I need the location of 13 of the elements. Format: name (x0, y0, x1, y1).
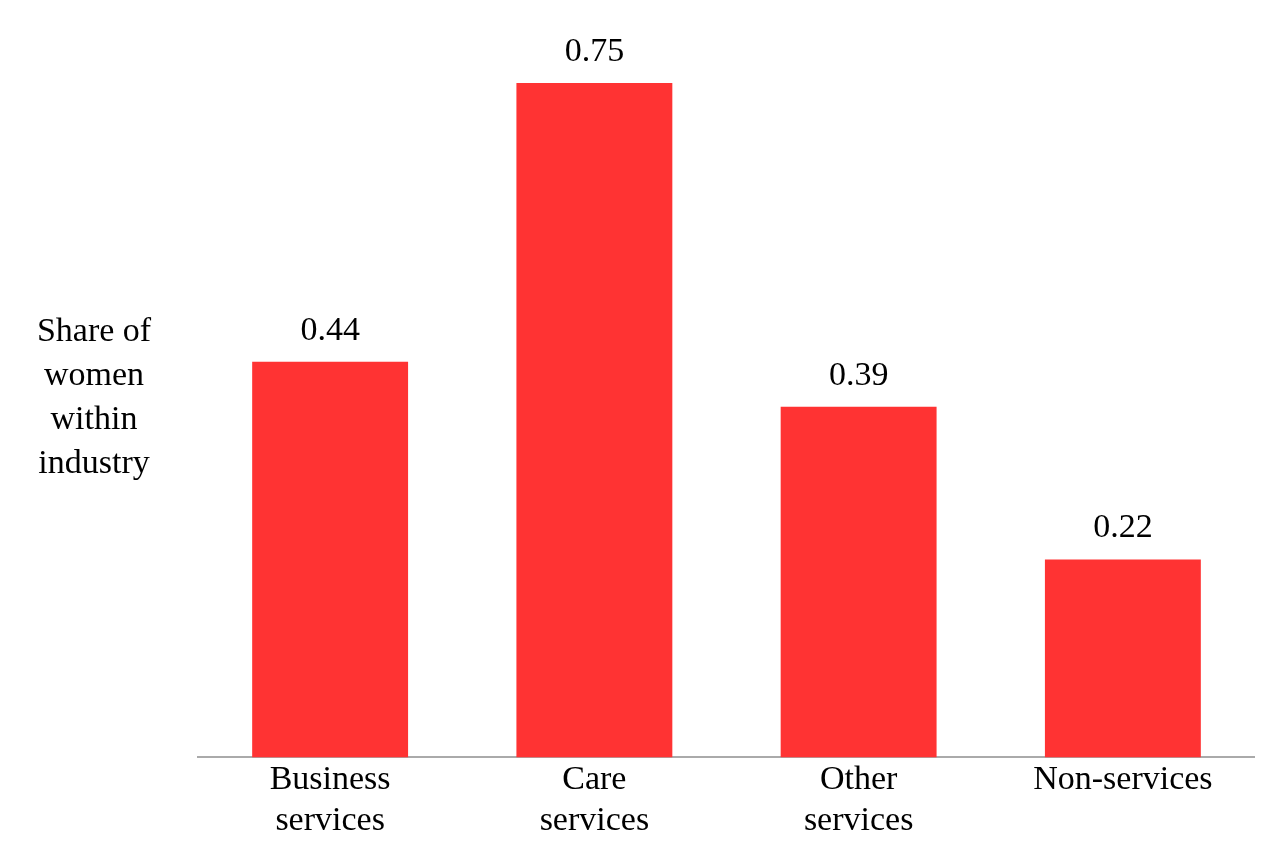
x-tick-label: Business services (269, 758, 391, 837)
bar (252, 361, 409, 758)
bar (516, 82, 673, 758)
bar (780, 406, 937, 758)
data-label: 0.39 (828, 354, 889, 392)
data-label: 0.44 (300, 309, 360, 347)
x-tick-label: Non-services (1033, 758, 1213, 796)
x-tick-label: Other services (803, 758, 914, 837)
data-label: 0.22 (1093, 507, 1153, 545)
y-axis-title: Share of women within industry (35, 310, 153, 482)
x-tick-label: Care services (539, 758, 650, 837)
bar (1044, 559, 1201, 758)
data-label: 0.75 (564, 30, 625, 68)
